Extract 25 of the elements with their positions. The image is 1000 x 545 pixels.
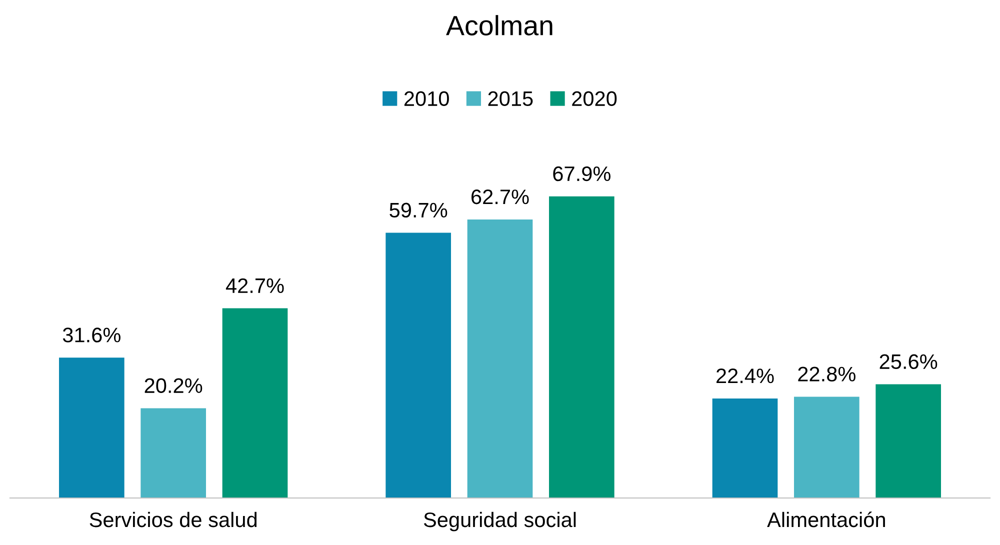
data-label: 62.7%: [472, 189, 529, 204]
x-tick-label: Seguridad social: [424, 512, 576, 532]
data-label: 42.7%: [226, 278, 284, 293]
bar: [140, 408, 206, 498]
chart-title: Acolman: [446, 15, 552, 36]
data-label: 22.8%: [798, 366, 856, 382]
bar: [712, 398, 778, 498]
data-label: 20.2%: [144, 378, 202, 394]
bar: [549, 196, 614, 498]
data-label: 67.9%: [553, 166, 610, 182]
bar: [386, 232, 451, 498]
data-label: 22.4%: [716, 368, 774, 384]
bar: [794, 396, 860, 498]
bar: [876, 384, 941, 498]
bar: [467, 219, 533, 498]
legend-label: 2020: [572, 91, 617, 106]
legend-label: 2010: [404, 91, 449, 106]
legend-label: 2015: [488, 91, 533, 106]
data-label: 25.6%: [880, 354, 938, 370]
x-tick-label: Alimentación: [767, 512, 885, 528]
data-label: 31.6%: [62, 328, 120, 342]
bar: [59, 358, 124, 498]
data-label: 59.7%: [390, 202, 448, 218]
bar: [222, 308, 288, 498]
x-tick-label: Servicios de salud: [90, 512, 257, 528]
